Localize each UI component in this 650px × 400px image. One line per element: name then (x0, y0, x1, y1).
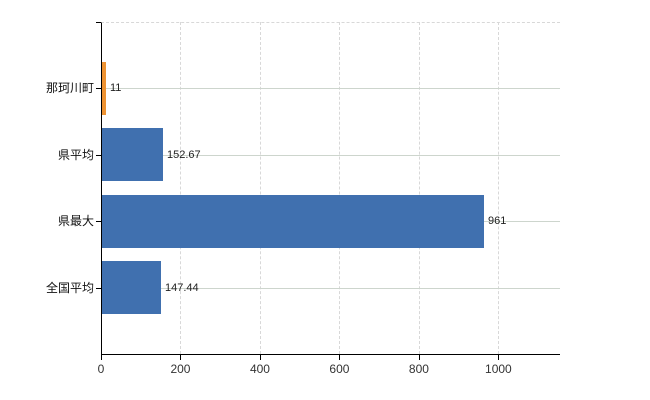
x-axis-tick (259, 355, 261, 360)
plot-area (101, 22, 560, 355)
bar-那珂川町[interactable] (102, 62, 106, 115)
vertical-gridline (418, 22, 420, 354)
x-axis-tick (339, 355, 341, 360)
bar-県平均[interactable] (102, 128, 163, 181)
y-axis-tick (96, 155, 101, 156)
y-axis-tick (96, 88, 101, 89)
category-label-県最大: 県最大 (57, 214, 94, 228)
bar-value-label: 11 (110, 82, 122, 94)
y-axis-tick (96, 221, 101, 222)
bar-県最大[interactable] (102, 195, 484, 248)
x-axis-tick-label: 1000 (485, 362, 512, 376)
x-axis-tick-label: 200 (170, 362, 191, 376)
horizontal-gridline (102, 88, 560, 89)
y-axis-tick (96, 288, 101, 289)
bar-value-label: 147.44 (165, 282, 199, 294)
x-axis-tick (180, 355, 182, 360)
x-axis-tick-label: 0 (97, 362, 105, 376)
category-label-全国平均: 全国平均 (45, 281, 94, 295)
category-label-県平均: 県平均 (57, 148, 94, 162)
y-axis-tick (96, 22, 101, 23)
bar-value-label: 961 (488, 215, 507, 227)
x-axis-tick-label: 400 (249, 362, 270, 376)
x-axis-tick-label: 800 (408, 362, 429, 376)
horizontal-gridline (102, 155, 560, 156)
category-label-那珂川町: 那珂川町 (45, 81, 94, 95)
vertical-gridline (339, 22, 341, 354)
x-axis-tick (101, 355, 102, 360)
vertical-gridline (259, 22, 261, 354)
x-axis-tick-label: 600 (329, 362, 350, 376)
vertical-gridline (180, 22, 182, 354)
bar-全国平均[interactable] (102, 261, 161, 314)
bar-value-label: 152.67 (167, 149, 201, 161)
x-axis-tick (498, 355, 500, 360)
x-axis-tick (418, 355, 420, 360)
vertical-gridline (498, 22, 500, 354)
horizontal-gridline (102, 288, 560, 289)
